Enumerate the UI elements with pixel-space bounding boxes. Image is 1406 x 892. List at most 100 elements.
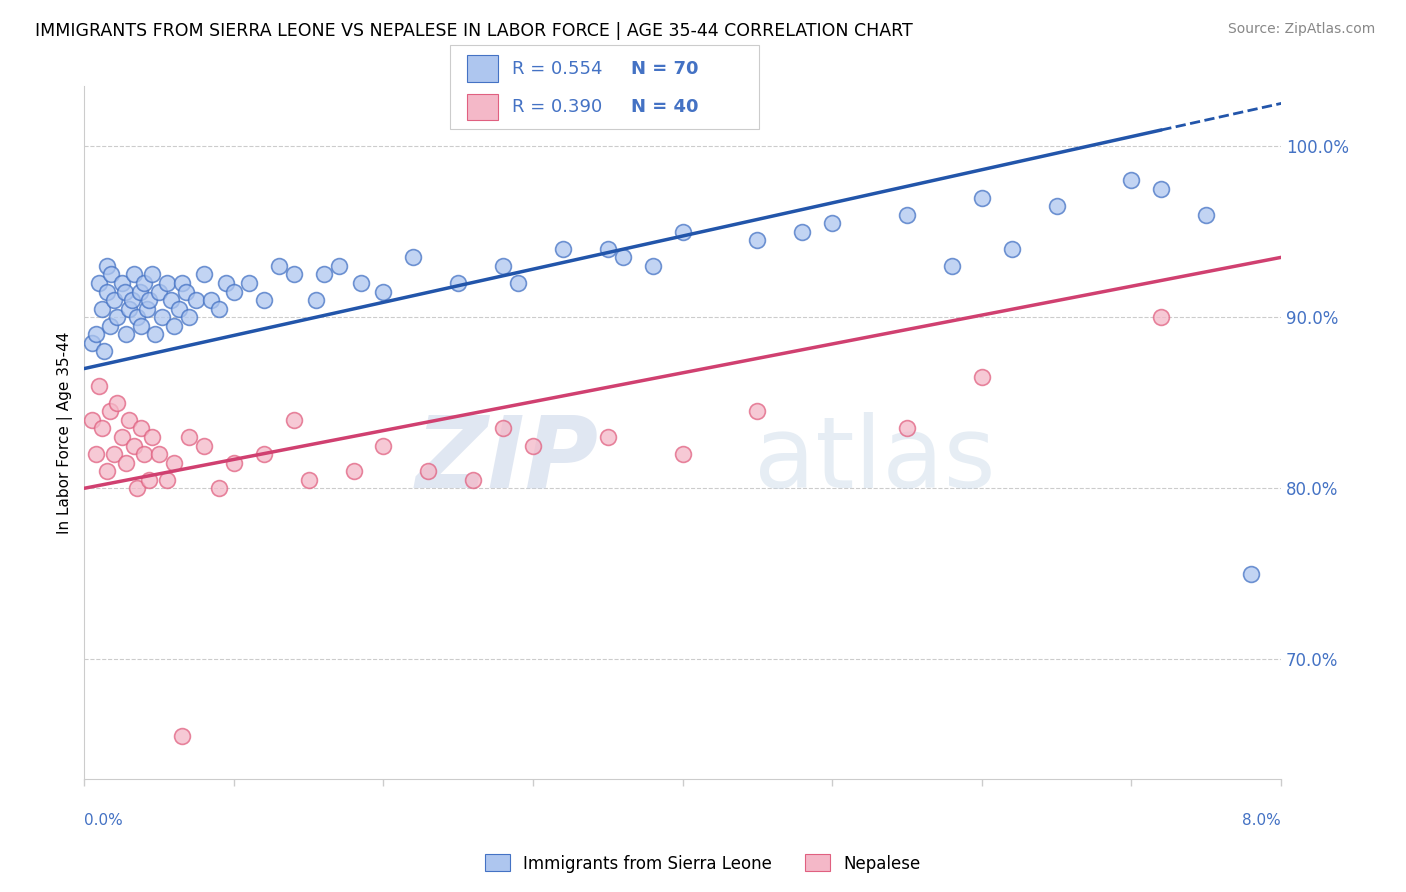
Point — [193, 438, 215, 452]
Point — [128, 285, 150, 299]
Point — [1001, 242, 1024, 256]
Point — [167, 301, 190, 316]
Point — [418, 464, 440, 478]
Point — [96, 285, 118, 299]
Point — [747, 233, 769, 247]
Point — [492, 421, 515, 435]
Point — [896, 208, 918, 222]
Point — [402, 251, 425, 265]
Point — [283, 413, 305, 427]
Point — [1240, 566, 1263, 581]
Point — [970, 370, 993, 384]
Point — [150, 310, 173, 325]
Point — [84, 447, 107, 461]
Text: Source: ZipAtlas.com: Source: ZipAtlas.com — [1227, 22, 1375, 37]
Point — [1045, 199, 1067, 213]
Point — [96, 259, 118, 273]
Point — [1195, 208, 1218, 222]
Y-axis label: In Labor Force | Age 35-44: In Labor Force | Age 35-44 — [58, 332, 73, 534]
Point — [1150, 310, 1173, 325]
Text: R = 0.390: R = 0.390 — [512, 98, 602, 116]
Point — [111, 276, 134, 290]
Point — [138, 473, 160, 487]
Text: N = 70: N = 70 — [631, 60, 699, 78]
Point — [170, 729, 193, 743]
Point — [253, 447, 276, 461]
Legend: Immigrants from Sierra Leone, Nepalese: Immigrants from Sierra Leone, Nepalese — [478, 847, 928, 880]
Text: N = 40: N = 40 — [631, 98, 699, 116]
Point — [111, 430, 134, 444]
Point — [215, 276, 238, 290]
Point — [84, 327, 107, 342]
Point — [970, 190, 993, 204]
Point — [238, 276, 260, 290]
Point — [105, 310, 128, 325]
Point — [163, 456, 186, 470]
Point — [747, 404, 769, 418]
Point — [163, 318, 186, 333]
Point — [148, 285, 170, 299]
Point — [305, 293, 328, 307]
Point — [103, 293, 125, 307]
Point — [143, 327, 166, 342]
Text: ZIP: ZIP — [416, 412, 599, 509]
Point — [91, 421, 114, 435]
Point — [125, 310, 148, 325]
Point — [121, 293, 143, 307]
Point — [641, 259, 664, 273]
Point — [1150, 182, 1173, 196]
Point — [177, 430, 200, 444]
Text: 0.0%: 0.0% — [84, 814, 124, 829]
Point — [208, 301, 231, 316]
Point — [596, 242, 619, 256]
Point — [177, 310, 200, 325]
Point — [222, 285, 245, 299]
Point — [312, 268, 335, 282]
Point — [821, 216, 844, 230]
Point — [522, 438, 544, 452]
Point — [129, 318, 152, 333]
Text: IMMIGRANTS FROM SIERRA LEONE VS NEPALESE IN LABOR FORCE | AGE 35-44 CORRELATION : IMMIGRANTS FROM SIERRA LEONE VS NEPALESE… — [35, 22, 912, 40]
Point — [100, 268, 122, 282]
Point — [373, 438, 395, 452]
Point — [463, 473, 485, 487]
Point — [114, 285, 136, 299]
Point — [170, 276, 193, 290]
Point — [941, 259, 963, 273]
Point — [129, 421, 152, 435]
Point — [612, 251, 634, 265]
Point — [596, 430, 619, 444]
Point — [89, 378, 111, 392]
Point — [222, 456, 245, 470]
Point — [141, 430, 163, 444]
Point — [672, 225, 695, 239]
Point — [551, 242, 574, 256]
Point — [134, 447, 156, 461]
Point — [105, 396, 128, 410]
Point — [91, 301, 114, 316]
Point — [93, 344, 115, 359]
Point — [89, 276, 111, 290]
Point — [283, 268, 305, 282]
Point — [174, 285, 197, 299]
Point — [342, 464, 364, 478]
Point — [96, 464, 118, 478]
Point — [134, 276, 156, 290]
Point — [328, 259, 350, 273]
Point — [98, 318, 121, 333]
Text: atlas: atlas — [755, 412, 995, 509]
Point — [118, 301, 141, 316]
Point — [155, 276, 177, 290]
Point — [115, 327, 138, 342]
Point — [350, 276, 373, 290]
Point — [253, 293, 276, 307]
Point — [193, 268, 215, 282]
Point — [118, 413, 141, 427]
Point — [136, 301, 159, 316]
Point — [200, 293, 222, 307]
Point — [138, 293, 160, 307]
Point — [186, 293, 208, 307]
Point — [122, 438, 145, 452]
Point — [122, 268, 145, 282]
Point — [267, 259, 290, 273]
